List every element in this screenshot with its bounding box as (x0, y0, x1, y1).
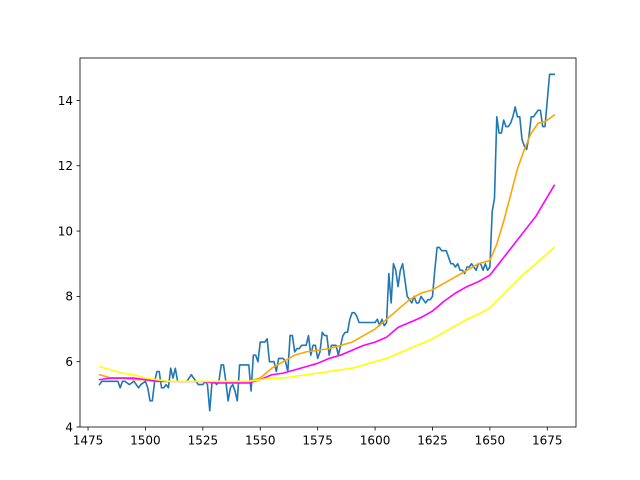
plot-background (80, 58, 576, 427)
x-tick-label: 1475 (73, 434, 104, 448)
y-tick-label: 12 (58, 159, 73, 173)
y-axis-ticks: 4 6 8 10 12 14 (58, 94, 80, 434)
y-tick-label: 6 (65, 355, 73, 369)
y-tick-label: 8 (65, 290, 73, 304)
y-tick-label: 14 (58, 94, 73, 108)
series-line-4 (98, 246, 556, 383)
x-axis-ticks: 1475 1500 1525 1550 1575 1600 1625 1650 1675 (73, 427, 563, 448)
series-line-1 (98, 73, 555, 412)
series-layer (98, 73, 556, 412)
plot-frame (79, 57, 577, 428)
y-tick-label: 4 (65, 420, 73, 434)
x-tick-label: 1600 (360, 434, 391, 448)
x-tick-label: 1525 (188, 434, 219, 448)
x-tick-label: 1650 (475, 434, 506, 448)
x-tick-label: 1575 (302, 434, 333, 448)
x-tick-label: 1500 (130, 434, 161, 448)
x-tick-label: 1625 (417, 434, 448, 448)
y-tick-label: 10 (58, 224, 73, 238)
axes-layer (79, 57, 577, 428)
x-tick-label: 1550 (245, 434, 276, 448)
x-tick-label: 1675 (532, 434, 563, 448)
